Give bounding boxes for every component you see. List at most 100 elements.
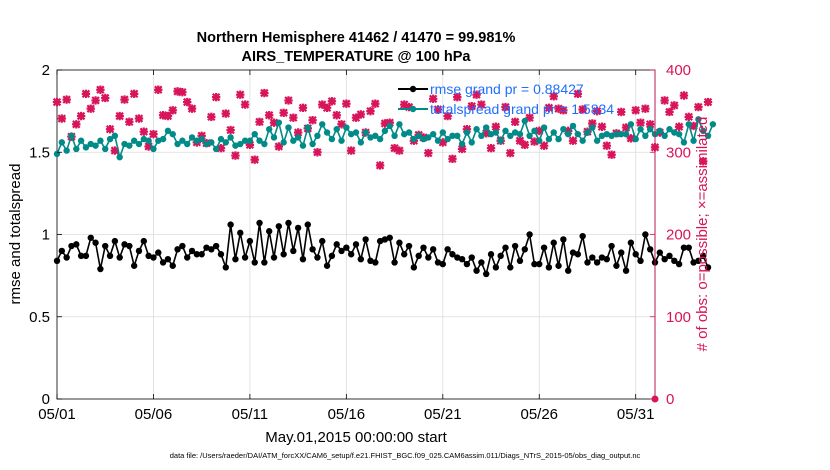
totalspread-point	[174, 140, 181, 148]
totalspread-point	[121, 140, 128, 148]
rmse-point	[613, 262, 620, 269]
rmse-point	[603, 255, 610, 263]
obs-count-marker	[433, 105, 443, 114]
totalspread-point	[632, 135, 639, 143]
totalspread-point	[184, 140, 191, 148]
totalspread-point	[82, 144, 90, 151]
obs-count-marker	[404, 102, 414, 112]
totalspread-point	[540, 124, 548, 131]
obs-count-marker	[506, 148, 515, 158]
rmse-point	[338, 247, 345, 255]
y-tick-label-right: 300	[666, 144, 691, 161]
totalspread-point	[285, 124, 292, 131]
obs-count-marker	[448, 154, 457, 164]
rmse-point	[121, 241, 128, 248]
obs-count-marker	[390, 143, 399, 153]
rmse-point	[280, 251, 287, 258]
rmse-point	[145, 252, 152, 260]
totalspread-point	[53, 150, 61, 158]
totalspread-point	[290, 137, 297, 144]
rmse-point	[188, 247, 196, 255]
rmse-point	[333, 241, 340, 248]
rmse-point	[251, 259, 258, 266]
rmse-point	[589, 254, 596, 261]
rmse-point	[102, 242, 109, 250]
obs-count-marker	[81, 89, 91, 99]
obs-count-marker	[327, 97, 337, 106]
obs-count-marker	[346, 146, 356, 155]
obs-count-marker	[563, 126, 573, 136]
totalspread-point	[164, 127, 172, 135]
x-tick-label: 05/21	[424, 406, 462, 423]
totalspread-point	[102, 145, 109, 153]
rmse-point	[584, 259, 591, 266]
rmse-point	[314, 254, 321, 261]
x-tick-label: 05/11	[232, 406, 268, 423]
totalspread-point	[314, 132, 321, 139]
rmse-point	[309, 246, 316, 253]
rmse-point	[540, 244, 548, 251]
totalspread-point	[642, 132, 649, 139]
totalspread-point	[208, 139, 215, 146]
totalspread-point	[179, 137, 186, 144]
totalspread-point	[135, 140, 143, 148]
rmse-point	[593, 259, 601, 266]
totalspread-point	[425, 134, 432, 141]
obs-count-marker	[617, 107, 626, 117]
rmse-point	[82, 252, 90, 260]
rmse-point	[217, 251, 225, 258]
rmse-point	[73, 241, 80, 248]
rmse-point	[222, 264, 229, 271]
obs-count-marker	[621, 123, 631, 132]
obs-count-marker	[226, 125, 235, 135]
rmse-point	[150, 254, 157, 261]
totalspread-point	[159, 135, 167, 143]
rmse-point	[92, 239, 99, 246]
obs-count-marker	[520, 140, 529, 150]
totalspread-point	[560, 126, 567, 133]
rmse-point	[429, 246, 437, 253]
rmse-point	[130, 262, 138, 269]
totalspread-point	[618, 130, 625, 138]
obs-count-marker	[525, 113, 534, 122]
obs-count-marker	[510, 117, 520, 127]
totalspread-point	[323, 129, 331, 136]
obs-count-marker	[76, 111, 86, 121]
totalspread-point	[217, 135, 225, 143]
totalspread-point	[661, 132, 668, 139]
totalspread-point	[116, 153, 123, 161]
obs-count-marker	[588, 119, 597, 128]
totalspread-point	[622, 130, 630, 138]
rmse-point	[58, 247, 66, 255]
rmse-point	[126, 242, 133, 250]
rmse-point	[386, 234, 393, 241]
rmse-point	[555, 262, 562, 269]
totalspread-point	[111, 132, 119, 139]
rmse-point	[444, 246, 451, 253]
y-axis-label-left: rmse and totalspread	[7, 164, 24, 305]
rmse-point	[704, 264, 712, 271]
obs-count-marker	[385, 118, 394, 127]
y-tick-label-right: 400	[666, 62, 691, 79]
totalspread-point	[63, 147, 70, 154]
rmse-point	[434, 259, 442, 266]
rmse-point	[265, 228, 273, 235]
obs-count-marker	[72, 120, 81, 129]
rmse-point	[420, 244, 427, 251]
rmse-point	[270, 254, 278, 261]
rmse-point	[473, 267, 480, 274]
rmse-point	[106, 252, 114, 260]
totalspread-point	[401, 130, 408, 138]
rmse-point	[627, 239, 635, 246]
rmse-point	[396, 239, 403, 246]
rmse-point	[574, 251, 582, 258]
obs-count-marker	[110, 146, 120, 155]
obs-count-marker	[255, 117, 264, 127]
obs-count-marker	[694, 102, 703, 112]
rmse-point	[77, 252, 85, 260]
totalspread-point	[516, 130, 524, 138]
totalspread-point	[695, 116, 702, 123]
x-tick-label: 05/26	[520, 406, 558, 423]
obs-count-marker	[216, 143, 226, 153]
totalspread-point	[391, 132, 398, 139]
